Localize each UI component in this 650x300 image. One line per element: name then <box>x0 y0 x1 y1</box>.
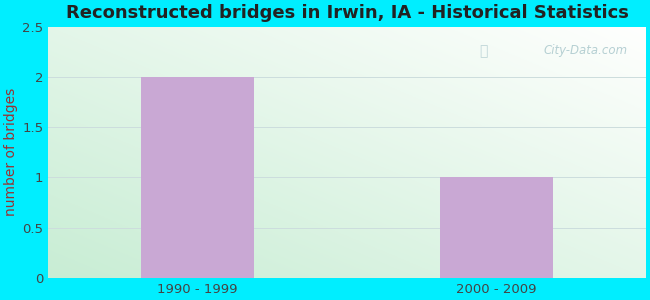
Text: Ⓠ: Ⓠ <box>479 44 488 58</box>
Bar <box>141 77 254 278</box>
Y-axis label: number of bridges: number of bridges <box>4 88 18 216</box>
Bar <box>439 177 553 278</box>
Title: Reconstructed bridges in Irwin, IA - Historical Statistics: Reconstructed bridges in Irwin, IA - His… <box>66 4 629 22</box>
Text: City-Data.com: City-Data.com <box>544 44 628 57</box>
